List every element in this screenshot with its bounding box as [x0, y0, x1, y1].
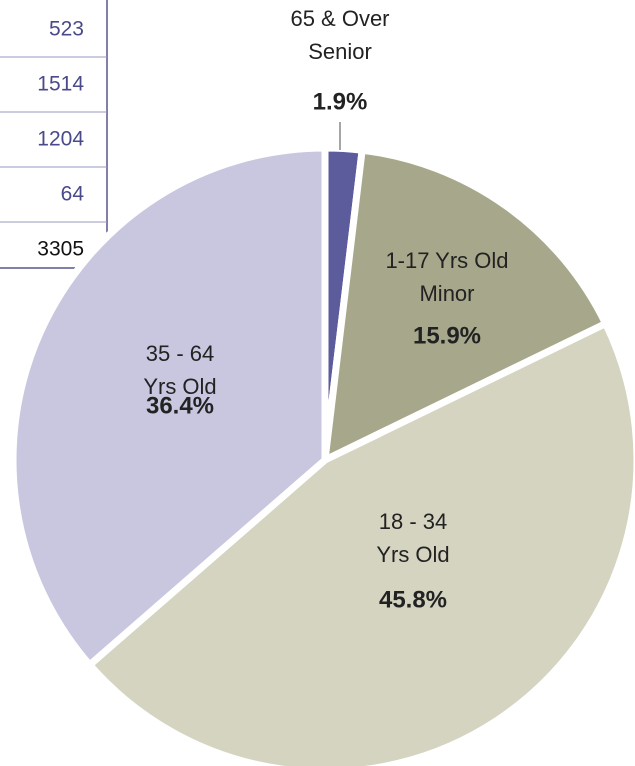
table-cell: 64 — [61, 183, 85, 206]
slice-label: 18 - 34 — [379, 509, 448, 534]
slice-label: Senior — [308, 39, 372, 64]
slice-label: 65 & Over — [290, 6, 389, 31]
table-cell: 1514 — [37, 73, 84, 96]
slice-label: Yrs Old — [376, 542, 449, 567]
slice-label: 35 - 64 — [146, 341, 215, 366]
table-total: 3305 — [37, 238, 84, 261]
slice-label: 1-17 Yrs Old — [385, 248, 508, 273]
table: 523 1514 1204 64 3305 — [0, 0, 108, 269]
slice-value-label: 15.9% — [413, 322, 481, 349]
slice-label: Minor — [419, 281, 474, 306]
slice-value-label: 36.4% — [146, 392, 214, 419]
pie-slice — [86, 320, 635, 766]
pie-slice — [9, 144, 329, 669]
slice-value-label: 1.9% — [313, 88, 368, 115]
table-cell: 523 — [49, 18, 84, 41]
table-border — [0, 0, 108, 269]
pie-slice — [321, 146, 610, 464]
slice-value-label: 45.8% — [379, 586, 447, 613]
table-cell: 1204 — [37, 128, 84, 151]
slice-label: Yrs Old — [143, 374, 216, 399]
